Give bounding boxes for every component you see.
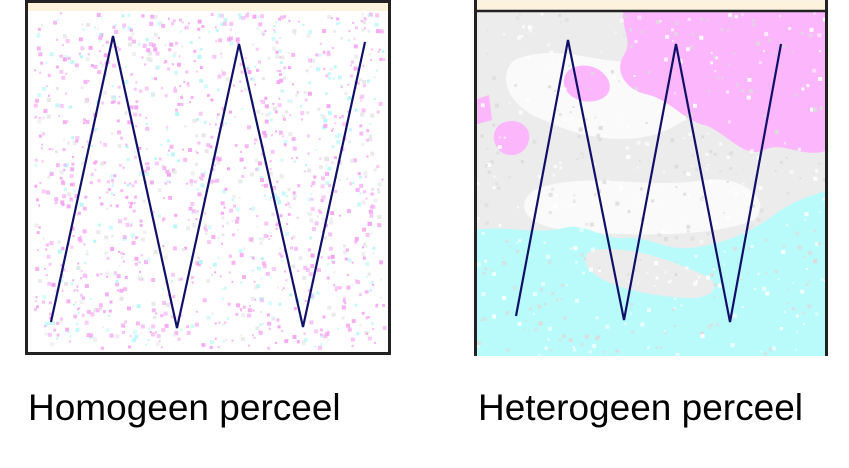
zigzag-sampling-path <box>514 39 783 323</box>
pink-patch <box>493 120 530 156</box>
zigzag-sampling-path <box>49 35 367 329</box>
pink-patch <box>474 95 492 125</box>
heterogeneous-caption: Heterogeen perceel <box>478 387 803 428</box>
homogeneous-field-panel <box>25 0 391 355</box>
homogeneous-caption: Homogeen perceel <box>28 387 341 428</box>
grey-patch <box>585 249 715 299</box>
homogeneous-field-map <box>25 0 391 355</box>
heterogeneous-field-map <box>474 0 828 356</box>
field-border <box>25 0 391 355</box>
pink-zone <box>620 10 828 153</box>
field-speckle-texture <box>476 12 828 356</box>
heterogeneous-field-panel <box>474 0 828 356</box>
white-patch <box>524 179 761 235</box>
